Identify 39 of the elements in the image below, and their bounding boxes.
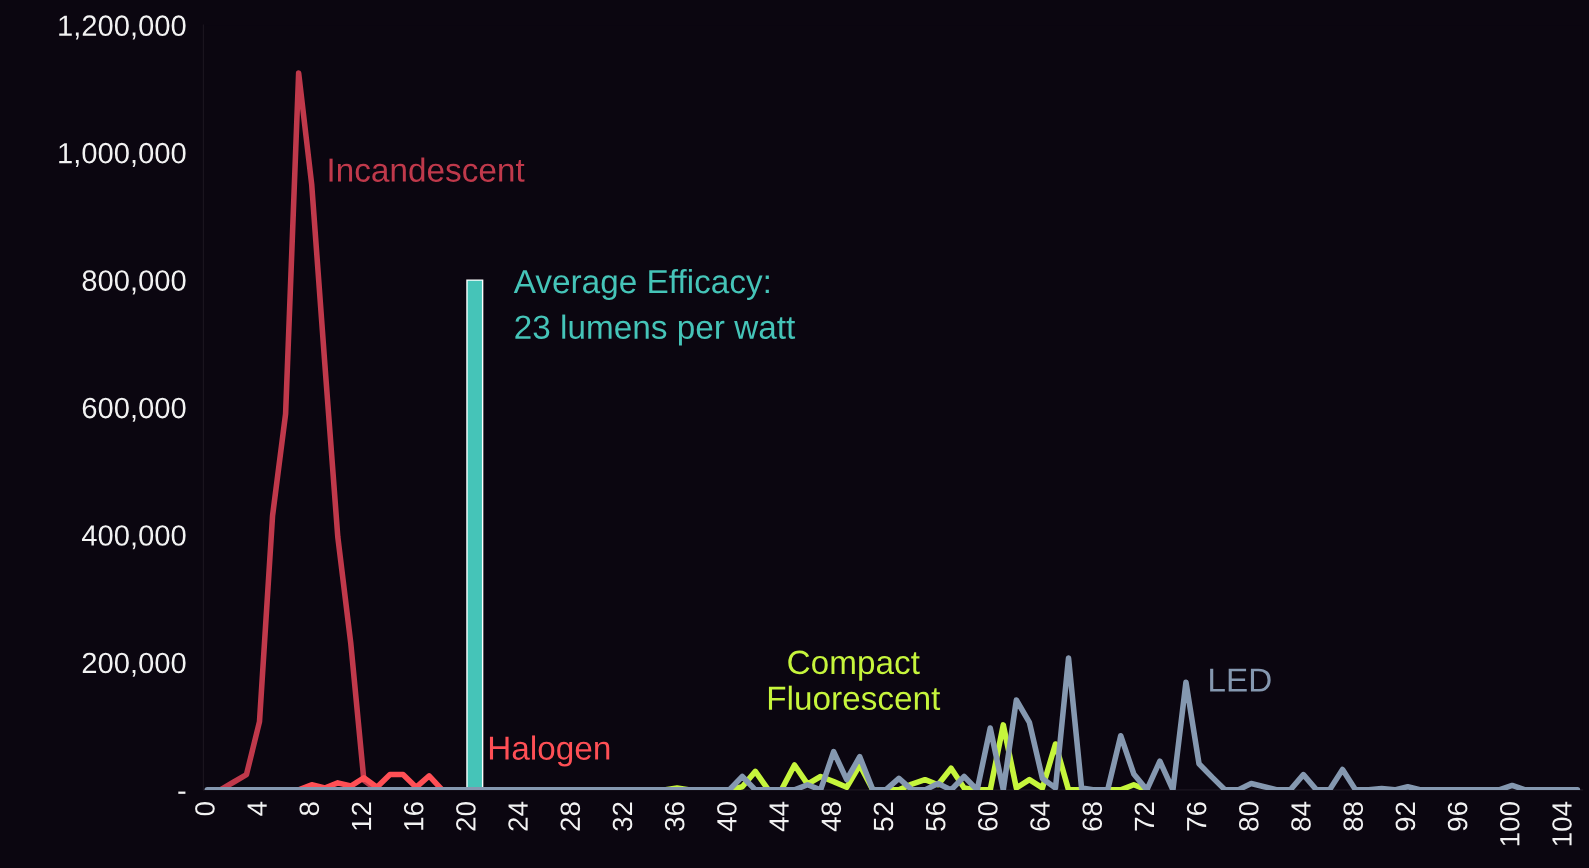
x-tick-label: 80 bbox=[1238, 802, 1259, 831]
annotation: Average Efficacy: 23 lumens per watt bbox=[513, 268, 796, 346]
x-tick-label: 84 bbox=[1291, 801, 1311, 831]
x-tick-label: 100 bbox=[1499, 802, 1520, 846]
x-tick-label: 76 bbox=[1186, 802, 1207, 831]
x-tick-label: 32 bbox=[612, 802, 633, 831]
x-tick-label: 92 bbox=[1395, 802, 1416, 831]
x-tick-label: 28 bbox=[560, 802, 581, 831]
x-tick-label: 36 bbox=[664, 802, 685, 831]
x-tick-label: 4 bbox=[247, 801, 267, 816]
x-tick-label: 104 bbox=[1552, 801, 1572, 846]
x-tick-label: 68 bbox=[1082, 802, 1103, 831]
x-tick-label: 20 bbox=[456, 802, 476, 831]
x-tick-label: 16 bbox=[403, 802, 424, 830]
x-tick-label: 8 bbox=[299, 802, 320, 816]
x-tick-label: 88 bbox=[1343, 802, 1364, 831]
x-tick-label: 40 bbox=[717, 802, 737, 832]
y-tick-label: 1,000,000 bbox=[59, 142, 186, 167]
y-tick-label: 200,000 bbox=[82, 652, 186, 677]
x-tick-label: 64 bbox=[1030, 801, 1050, 831]
series-label: Compact Fluorescent bbox=[768, 650, 941, 711]
y-tick-label: 1,200,000 bbox=[59, 15, 186, 40]
x-tick-label: 44 bbox=[769, 801, 789, 832]
x-tick-label: 52 bbox=[873, 802, 894, 831]
x-tick-label: 72 bbox=[1134, 802, 1154, 831]
series-label: LED bbox=[1210, 668, 1271, 692]
series-label: Incandescent bbox=[329, 157, 525, 182]
y-tick-label: 400,000 bbox=[81, 525, 186, 550]
y-tick-label: - bbox=[178, 791, 186, 794]
x-tick-label: 60 bbox=[978, 802, 998, 831]
series-label: Halogen bbox=[489, 735, 610, 767]
y-tick-label: 800,000 bbox=[82, 270, 186, 295]
x-tick-label: 56 bbox=[925, 802, 946, 831]
x-tick-label: 96 bbox=[1447, 802, 1468, 831]
y-tick-label: 600,000 bbox=[82, 397, 186, 422]
x-tick-label: 48 bbox=[821, 802, 842, 832]
x-tick-label: 0 bbox=[195, 802, 215, 816]
x-tick-label: 12 bbox=[351, 802, 372, 830]
x-tick-label: 24 bbox=[508, 801, 528, 831]
